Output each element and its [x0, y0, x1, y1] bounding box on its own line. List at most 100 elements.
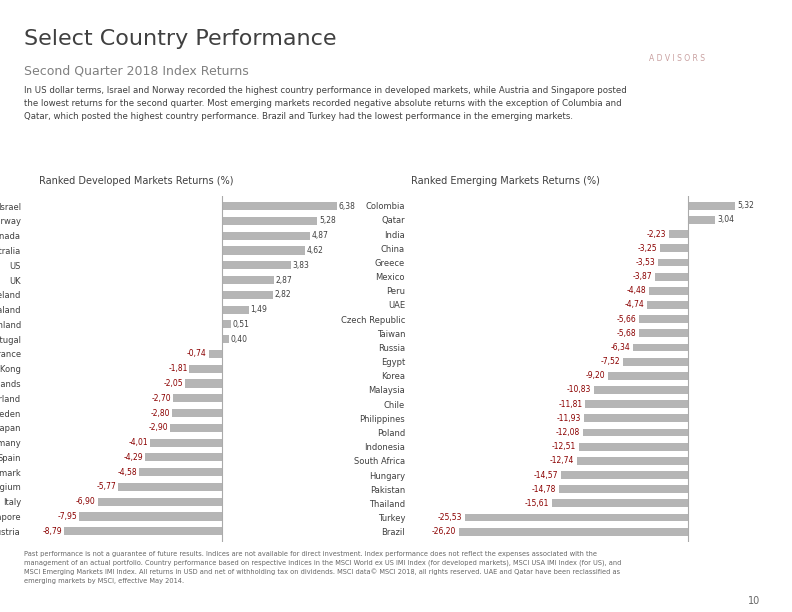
Bar — [222, 335, 229, 343]
Bar — [139, 468, 222, 476]
Bar — [593, 386, 688, 394]
Text: -5,66: -5,66 — [616, 315, 636, 324]
Bar — [63, 527, 222, 536]
Bar — [222, 247, 305, 255]
Text: 2,87: 2,87 — [276, 275, 292, 285]
Text: -1,81: -1,81 — [168, 364, 188, 373]
Bar — [222, 232, 310, 240]
Bar — [189, 365, 222, 373]
Bar — [607, 372, 688, 379]
Text: HANOVER: HANOVER — [641, 27, 714, 40]
Bar — [649, 287, 688, 295]
Bar — [654, 273, 688, 280]
Bar — [579, 442, 688, 450]
Bar — [222, 217, 317, 225]
Text: -2,23: -2,23 — [647, 230, 666, 239]
Text: 0,40: 0,40 — [231, 335, 248, 344]
Text: 6,38: 6,38 — [339, 202, 356, 211]
Text: -9,20: -9,20 — [585, 371, 605, 380]
Bar — [222, 320, 231, 329]
Bar — [647, 301, 688, 309]
Text: -4,48: -4,48 — [627, 286, 646, 295]
Bar — [584, 414, 688, 422]
Text: -11,81: -11,81 — [558, 400, 582, 409]
Text: 3,83: 3,83 — [293, 261, 310, 270]
Text: In US dollar terms, Israel and Norway recorded the highest country performance i: In US dollar terms, Israel and Norway re… — [24, 86, 626, 121]
Bar — [623, 358, 688, 365]
Text: -4,74: -4,74 — [625, 300, 644, 310]
Bar — [97, 498, 222, 506]
Text: -3,25: -3,25 — [638, 244, 657, 253]
Text: Ranked Developed Markets Returns (%): Ranked Developed Markets Returns (%) — [39, 176, 233, 185]
Text: -12,74: -12,74 — [550, 457, 574, 465]
Text: -0,74: -0,74 — [187, 349, 207, 359]
Text: -8,79: -8,79 — [42, 527, 62, 536]
Bar — [585, 400, 688, 408]
Bar — [551, 499, 688, 507]
Text: -2,05: -2,05 — [164, 379, 183, 388]
Text: -11,93: -11,93 — [557, 414, 581, 423]
Text: Past performance is not a guarantee of future results. Indices are not available: Past performance is not a guarantee of f… — [24, 551, 621, 584]
Bar — [669, 230, 688, 238]
Bar — [638, 329, 688, 337]
Text: -2,80: -2,80 — [150, 409, 169, 417]
Text: -15,61: -15,61 — [524, 499, 549, 508]
Text: 5,28: 5,28 — [319, 217, 336, 225]
Text: 2,82: 2,82 — [275, 290, 291, 299]
Bar — [459, 528, 688, 536]
Text: -5,68: -5,68 — [616, 329, 636, 338]
Text: 4,62: 4,62 — [307, 246, 324, 255]
Bar — [150, 439, 222, 447]
Bar — [222, 202, 337, 211]
Text: -5,77: -5,77 — [97, 482, 116, 491]
Bar — [185, 379, 222, 387]
Bar — [222, 305, 249, 314]
Text: -10,83: -10,83 — [566, 386, 591, 395]
Text: -7,52: -7,52 — [600, 357, 620, 366]
Bar — [222, 276, 274, 284]
Bar — [577, 457, 688, 465]
Text: -6,90: -6,90 — [76, 497, 96, 506]
Text: -2,90: -2,90 — [148, 424, 168, 432]
Text: -6,34: -6,34 — [611, 343, 630, 352]
Bar — [688, 216, 715, 224]
Text: Ranked Emerging Markets Returns (%): Ranked Emerging Markets Returns (%) — [411, 176, 600, 185]
Text: -7,95: -7,95 — [57, 512, 77, 521]
Text: -4,01: -4,01 — [128, 438, 148, 447]
Text: 5,32: 5,32 — [738, 201, 755, 211]
Text: -12,08: -12,08 — [556, 428, 580, 437]
Text: -4,58: -4,58 — [118, 468, 138, 477]
Text: -3,53: -3,53 — [635, 258, 655, 267]
Bar — [633, 343, 688, 351]
Text: 4,87: 4,87 — [311, 231, 329, 241]
Bar — [657, 258, 688, 266]
Bar — [208, 350, 222, 358]
Bar — [222, 261, 291, 269]
Text: -25,53: -25,53 — [437, 513, 462, 522]
Bar — [660, 244, 688, 252]
Text: -26,20: -26,20 — [432, 527, 456, 536]
Bar — [583, 428, 688, 436]
Bar — [639, 315, 688, 323]
Bar — [169, 424, 222, 432]
Text: 1,49: 1,49 — [250, 305, 268, 314]
Text: 0,51: 0,51 — [233, 320, 249, 329]
Text: -12,51: -12,51 — [552, 442, 576, 451]
Text: -14,57: -14,57 — [534, 471, 558, 480]
Text: -4,29: -4,29 — [124, 453, 143, 462]
Bar — [465, 513, 688, 521]
Bar — [118, 483, 222, 491]
Text: -2,70: -2,70 — [152, 394, 172, 403]
Bar — [688, 202, 735, 210]
Text: -3,87: -3,87 — [632, 272, 652, 281]
Text: -14,78: -14,78 — [532, 485, 556, 494]
Bar — [173, 394, 222, 402]
Bar — [559, 485, 688, 493]
Text: Second Quarter 2018 Index Returns: Second Quarter 2018 Index Returns — [24, 65, 249, 78]
Bar — [222, 291, 272, 299]
Bar — [172, 409, 222, 417]
Text: Select Country Performance: Select Country Performance — [24, 29, 337, 49]
Bar — [78, 512, 222, 521]
Text: A D V I S O R S: A D V I S O R S — [649, 54, 705, 62]
Bar — [561, 471, 688, 479]
